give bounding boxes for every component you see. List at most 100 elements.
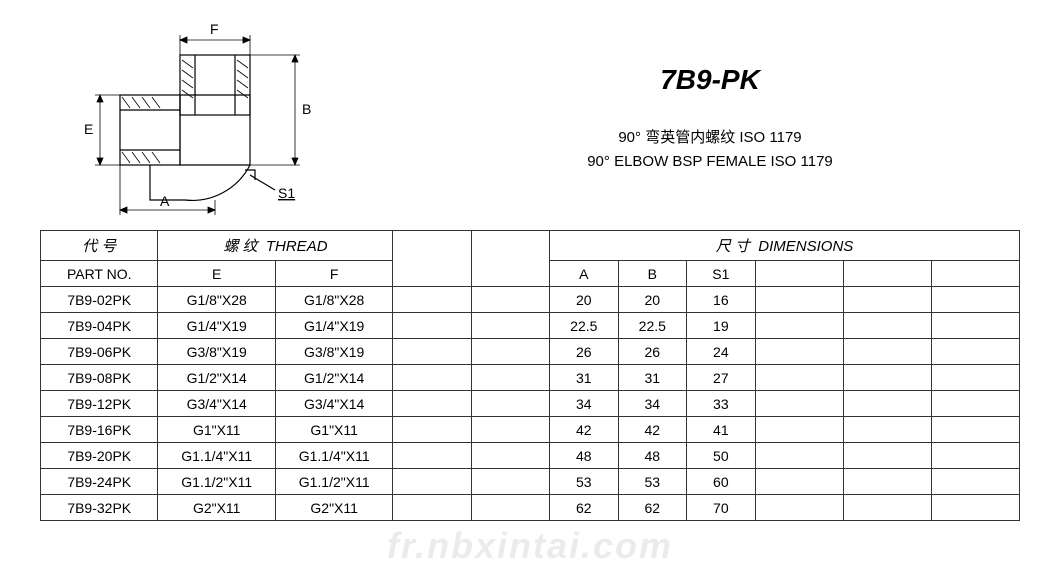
table-cell <box>843 365 931 391</box>
table-cell <box>843 417 931 443</box>
hdr-blank2 <box>471 231 549 287</box>
info-area: 7B9-PK 90° 弯英管内螺纹 ISO 1179 90° ELBOW BSP… <box>360 64 1020 176</box>
hdr-blank1 <box>393 231 471 287</box>
table-cell <box>931 365 1019 391</box>
desc-cn: 90° 弯英管内螺纹 ISO 1179 <box>400 126 1020 147</box>
table-row: 7B9-04PKG1/4"X19G1/4"X1922.522.519 <box>41 313 1020 339</box>
table-cell <box>755 313 843 339</box>
table-cell <box>471 495 549 521</box>
hdr-thread-en: THREAD <box>266 238 328 255</box>
table-cell: 34 <box>618 391 687 417</box>
table-row: 7B9-12PKG3/4"X14G3/4"X14343433 <box>41 391 1020 417</box>
table-cell: 7B9-24PK <box>41 469 158 495</box>
table-cell <box>931 313 1019 339</box>
table-cell <box>393 469 471 495</box>
hdr-dim-en: DIMENSIONS <box>758 238 853 255</box>
table-cell <box>843 469 931 495</box>
table-cell <box>931 339 1019 365</box>
table-cell <box>393 495 471 521</box>
dim-label-f: F <box>210 21 219 37</box>
table-cell <box>755 391 843 417</box>
table-cell: 41 <box>687 417 756 443</box>
dim-label-s1: S1 <box>278 185 295 201</box>
table-cell: G1.1/2"X11 <box>158 469 275 495</box>
table-cell: G3/8"X19 <box>158 339 275 365</box>
table-cell: G3/4"X14 <box>275 391 392 417</box>
table-cell: 53 <box>618 469 687 495</box>
table-cell: G3/4"X14 <box>158 391 275 417</box>
table-cell: 20 <box>550 287 619 313</box>
top-section: F B E <box>0 0 1060 230</box>
table-row: 7B9-02PKG1/8"X28G1/8"X28202016 <box>41 287 1020 313</box>
table-row: 7B9-20PKG1.1/4"X11G1.1/4"X11484850 <box>41 443 1020 469</box>
table-row: 7B9-24PKG1.1/2"X11G1.1/2"X11535360 <box>41 469 1020 495</box>
table-cell: 31 <box>550 365 619 391</box>
table-cell: 50 <box>687 443 756 469</box>
table-cell <box>931 287 1019 313</box>
table-cell <box>843 287 931 313</box>
table-cell <box>843 391 931 417</box>
table-cell <box>843 339 931 365</box>
table-cell: 7B9-12PK <box>41 391 158 417</box>
table-cell: 48 <box>550 443 619 469</box>
elbow-diagram: F B E <box>40 20 360 220</box>
table-cell: G1/8"X28 <box>158 287 275 313</box>
table-cell: 7B9-02PK <box>41 287 158 313</box>
table-cell <box>471 287 549 313</box>
table-cell <box>471 417 549 443</box>
table-cell: 22.5 <box>550 313 619 339</box>
table-cell: 62 <box>550 495 619 521</box>
table-cell: 31 <box>618 365 687 391</box>
table-cell <box>755 469 843 495</box>
dim-label-e: E <box>84 121 93 137</box>
table-cell: 7B9-32PK <box>41 495 158 521</box>
table-cell: 53 <box>550 469 619 495</box>
table-cell <box>393 339 471 365</box>
hdr-col-f: F <box>275 261 392 287</box>
table-cell: 7B9-08PK <box>41 365 158 391</box>
table-cell: 27 <box>687 365 756 391</box>
hdr-dim: 尺 寸 DIMENSIONS <box>550 231 1020 261</box>
table-cell: 33 <box>687 391 756 417</box>
table-cell <box>393 443 471 469</box>
watermark: fr.nbxintai.com <box>387 525 673 567</box>
table-cell <box>755 417 843 443</box>
table-cell <box>471 313 549 339</box>
table-cell: 20 <box>618 287 687 313</box>
table-cell: G1/2"X14 <box>158 365 275 391</box>
table-cell: 34 <box>550 391 619 417</box>
table-cell: 7B9-16PK <box>41 417 158 443</box>
table-cell: 16 <box>687 287 756 313</box>
table-cell: 70 <box>687 495 756 521</box>
table-cell: G1"X11 <box>275 417 392 443</box>
dim-label-b: B <box>302 101 311 117</box>
table-cell: 22.5 <box>618 313 687 339</box>
table-cell: 26 <box>550 339 619 365</box>
table-cell: G2"X11 <box>158 495 275 521</box>
hdr-thread: 螺 纹 THREAD <box>158 231 393 261</box>
table-cell: 19 <box>687 313 756 339</box>
table-cell <box>931 417 1019 443</box>
hdr-blank3 <box>755 261 843 287</box>
table-cell: 62 <box>618 495 687 521</box>
table-cell <box>393 417 471 443</box>
table-cell: G1.1/4"X11 <box>158 443 275 469</box>
table-row: 7B9-06PKG3/8"X19G3/8"X19262624 <box>41 339 1020 365</box>
table-cell <box>471 443 549 469</box>
table-cell <box>755 443 843 469</box>
table-cell: G1/4"X19 <box>158 313 275 339</box>
table-cell <box>393 391 471 417</box>
hdr-blank4 <box>843 261 931 287</box>
table-cell <box>471 391 549 417</box>
table-cell: 7B9-20PK <box>41 443 158 469</box>
table-cell: G1.1/4"X11 <box>275 443 392 469</box>
table-cell <box>755 365 843 391</box>
table-cell: 42 <box>618 417 687 443</box>
hdr-thread-cn: 螺 纹 <box>223 238 257 255</box>
table-cell <box>931 469 1019 495</box>
table-cell: G1/4"X19 <box>275 313 392 339</box>
table-cell: G1/2"X14 <box>275 365 392 391</box>
table-cell <box>931 495 1019 521</box>
table-cell: G3/8"X19 <box>275 339 392 365</box>
hdr-dim-cn: 尺 寸 <box>716 238 750 255</box>
